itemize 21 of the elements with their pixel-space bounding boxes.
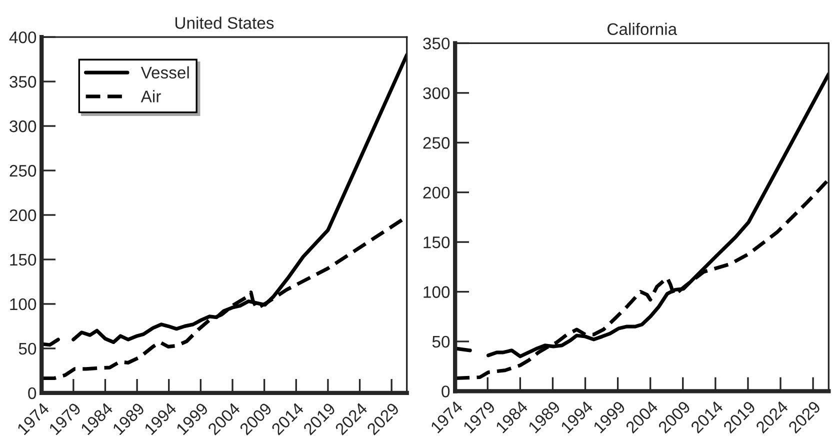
y-tick-label: 300	[423, 87, 450, 100]
legend-label: Vessel	[140, 66, 189, 79]
y-tick-label: 350	[423, 38, 450, 50]
y-tick-label: 150	[424, 236, 450, 248]
y-tick-label: 50	[432, 336, 450, 348]
legend-label: Air	[140, 90, 161, 102]
chart-title: United States	[175, 16, 274, 29]
y-tick-label: 200	[423, 186, 450, 199]
y-tick-label: 250	[10, 164, 36, 177]
y-tick-label: 100	[424, 286, 450, 298]
y-tick-label: 250	[423, 137, 450, 149]
y-tick-label: 0	[442, 386, 450, 398]
y-tick-label: 200	[10, 209, 36, 222]
chart-title: California	[608, 22, 678, 36]
y-tick-label: 100	[10, 298, 36, 310]
y-tick-label: 300	[10, 120, 36, 132]
y-tick-label: 150	[10, 254, 36, 266]
y-tick-label: 0	[28, 387, 36, 400]
y-tick-label: 50	[18, 342, 36, 355]
y-tick-label: 350	[10, 76, 36, 88]
y-tick-label: 400	[9, 31, 36, 44]
